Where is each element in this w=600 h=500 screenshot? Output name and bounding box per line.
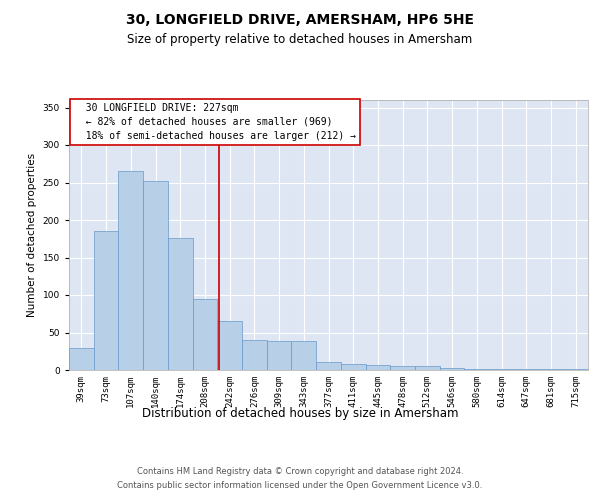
Bar: [217, 322, 242, 370]
Bar: [118, 171, 143, 370]
Bar: [267, 341, 292, 370]
Bar: [292, 341, 316, 370]
Text: 30, LONGFIELD DRIVE, AMERSHAM, HP6 5HE: 30, LONGFIELD DRIVE, AMERSHAM, HP6 5HE: [126, 12, 474, 26]
Bar: [464, 368, 489, 370]
Bar: [143, 181, 168, 370]
Bar: [94, 231, 118, 370]
Text: Contains HM Land Registry data © Crown copyright and database right 2024.: Contains HM Land Registry data © Crown c…: [137, 468, 463, 476]
Bar: [193, 298, 217, 370]
Text: Size of property relative to detached houses in Amersham: Size of property relative to detached ho…: [127, 32, 473, 46]
Text: Contains public sector information licensed under the Open Government Licence v3: Contains public sector information licen…: [118, 481, 482, 490]
Bar: [489, 368, 514, 370]
Bar: [341, 364, 365, 370]
Text: Distribution of detached houses by size in Amersham: Distribution of detached houses by size …: [142, 408, 458, 420]
Bar: [365, 365, 390, 370]
Bar: [168, 238, 193, 370]
Bar: [539, 368, 563, 370]
Bar: [69, 348, 94, 370]
Bar: [415, 366, 440, 370]
Bar: [563, 369, 588, 370]
Text: 30 LONGFIELD DRIVE: 227sqm
  ← 82% of detached houses are smaller (969)
  18% of: 30 LONGFIELD DRIVE: 227sqm ← 82% of deta…: [74, 102, 356, 141]
Bar: [514, 369, 539, 370]
Bar: [440, 368, 464, 370]
Bar: [316, 362, 341, 370]
Bar: [242, 340, 267, 370]
Bar: [390, 366, 415, 370]
Y-axis label: Number of detached properties: Number of detached properties: [27, 153, 37, 317]
